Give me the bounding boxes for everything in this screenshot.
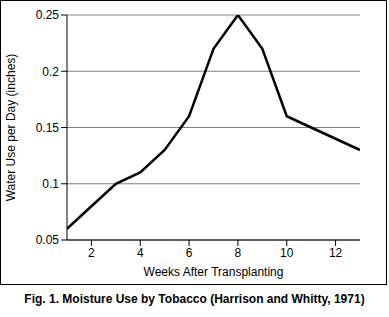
svg-text:0.2: 0.2: [42, 65, 59, 79]
svg-text:8: 8: [235, 246, 242, 260]
svg-text:2: 2: [88, 246, 95, 260]
svg-text:6: 6: [186, 246, 193, 260]
svg-text:0.05: 0.05: [36, 233, 60, 247]
svg-text:10: 10: [280, 246, 294, 260]
svg-text:0.25: 0.25: [36, 8, 60, 22]
svg-text:Water Use per Day (inches): Water Use per Day (inches): [8, 54, 18, 202]
svg-text:12: 12: [329, 246, 343, 260]
svg-text:0.1: 0.1: [42, 177, 59, 191]
svg-text:0.15: 0.15: [36, 121, 60, 135]
svg-text:4: 4: [137, 246, 144, 260]
html-text:Fig. 1. Moisture Use by Tobacc: Fig. 1. Moisture Use by Tobacco (Harriso…: [24, 292, 365, 306]
svg-text:Weeks After Transplanting: Weeks After Transplanting: [144, 265, 284, 279]
